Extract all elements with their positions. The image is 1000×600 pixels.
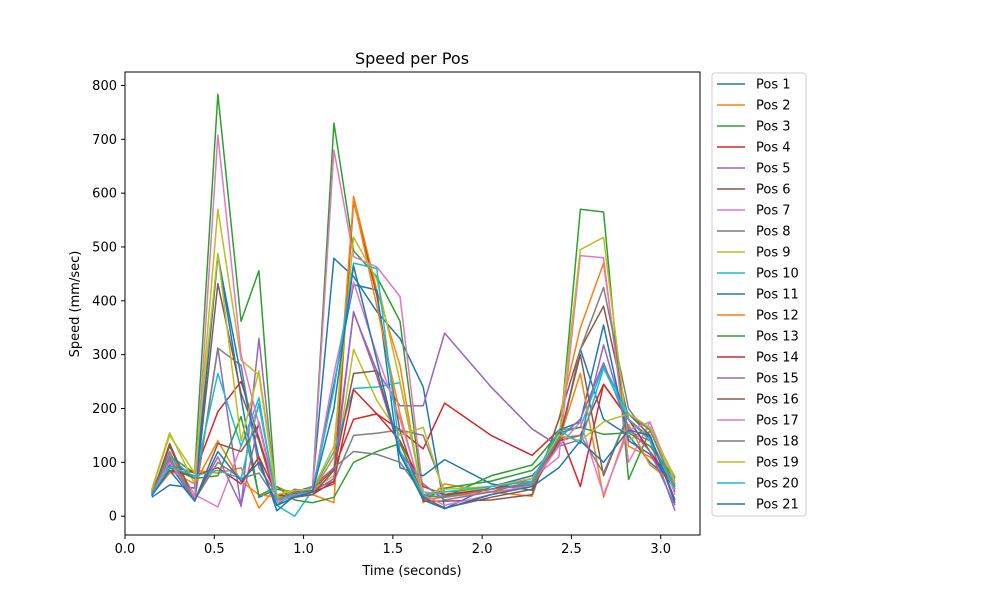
series-line-pos-8 (151, 286, 676, 501)
y-tick-label: 300 (92, 348, 117, 363)
y-tick-label: 0 (109, 510, 117, 525)
series-line-pos-11 (151, 255, 676, 512)
y-axis-title: Speed (mm/sec) (68, 251, 83, 358)
plot-lines (151, 93, 676, 517)
chart-title: Speed per Pos (355, 49, 469, 68)
series-line-pos-3 (151, 93, 676, 507)
legend-label: Pos 5 (756, 162, 791, 177)
series-line-pos-17 (151, 134, 676, 507)
series-line-pos-15 (151, 310, 676, 507)
legend-label: Pos 9 (756, 246, 791, 261)
series-line-pos-20 (151, 262, 676, 501)
legend-label: Pos 19 (756, 456, 799, 471)
legend-label: Pos 8 (756, 225, 791, 240)
series-line-pos-21 (151, 265, 676, 510)
y-tick-label: 500 (92, 240, 117, 255)
x-tick-label: 2.0 (472, 542, 493, 557)
y-tick-label: 100 (92, 456, 117, 471)
legend-label: Pos 13 (756, 330, 799, 345)
x-tick-label: 0.0 (115, 542, 136, 557)
legend-label: Pos 11 (756, 288, 799, 303)
y-tick-label: 700 (92, 133, 117, 148)
x-tick-label: 0.5 (204, 542, 225, 557)
legend-label: Pos 12 (756, 309, 799, 324)
series-line-pos-19 (151, 236, 676, 496)
legend-label: Pos 10 (756, 267, 799, 282)
legend-label: Pos 3 (756, 120, 791, 135)
series-line-pos-12 (151, 197, 676, 501)
y-tick-label: 800 (92, 79, 117, 94)
legend-label: Pos 6 (756, 183, 791, 198)
series-line-pos-13 (151, 415, 676, 504)
legend-label: Pos 21 (756, 498, 799, 513)
series-line-pos-10 (151, 364, 676, 517)
x-tick-label: 1.0 (293, 542, 314, 557)
legend-label: Pos 16 (756, 393, 799, 408)
plot-frame (124, 71, 701, 536)
x-tick-label: 2.5 (561, 542, 582, 557)
x-axis-title: Time (seconds) (361, 564, 461, 579)
legend-frame (711, 72, 807, 517)
y-tick-label: 400 (92, 294, 117, 309)
series-line-pos-9 (151, 208, 676, 499)
legend-label: Pos 18 (756, 435, 799, 450)
series-line-pos-16 (151, 353, 676, 509)
y-tick-label: 200 (92, 402, 117, 417)
legend-label: Pos 20 (756, 477, 799, 492)
y-axis: 0 100 200 300 400 500 600 700 800 (92, 79, 125, 525)
y-tick-label: 600 (92, 187, 117, 202)
x-tick-label: 3.0 (650, 542, 671, 557)
legend-label: Pos 4 (756, 141, 791, 156)
legend: Pos 1 Pos 2 Pos 3 Pos 4 Pos 5 Pos 6 Pos 7 Pos 8… (711, 72, 807, 517)
legend-label: Pos 2 (756, 99, 791, 114)
legend-label: Pos 14 (756, 351, 799, 366)
legend-label: Pos 7 (756, 204, 791, 219)
legend-label: Pos 15 (756, 372, 799, 387)
legend-label: Pos 17 (756, 414, 799, 429)
legend-label: Pos 1 (756, 78, 791, 93)
x-axis: 0.0 0.5 1.0 1.5 2.0 2.5 3.0 (115, 535, 671, 557)
series-line-pos-1 (151, 253, 676, 510)
x-tick-label: 1.5 (383, 542, 404, 557)
